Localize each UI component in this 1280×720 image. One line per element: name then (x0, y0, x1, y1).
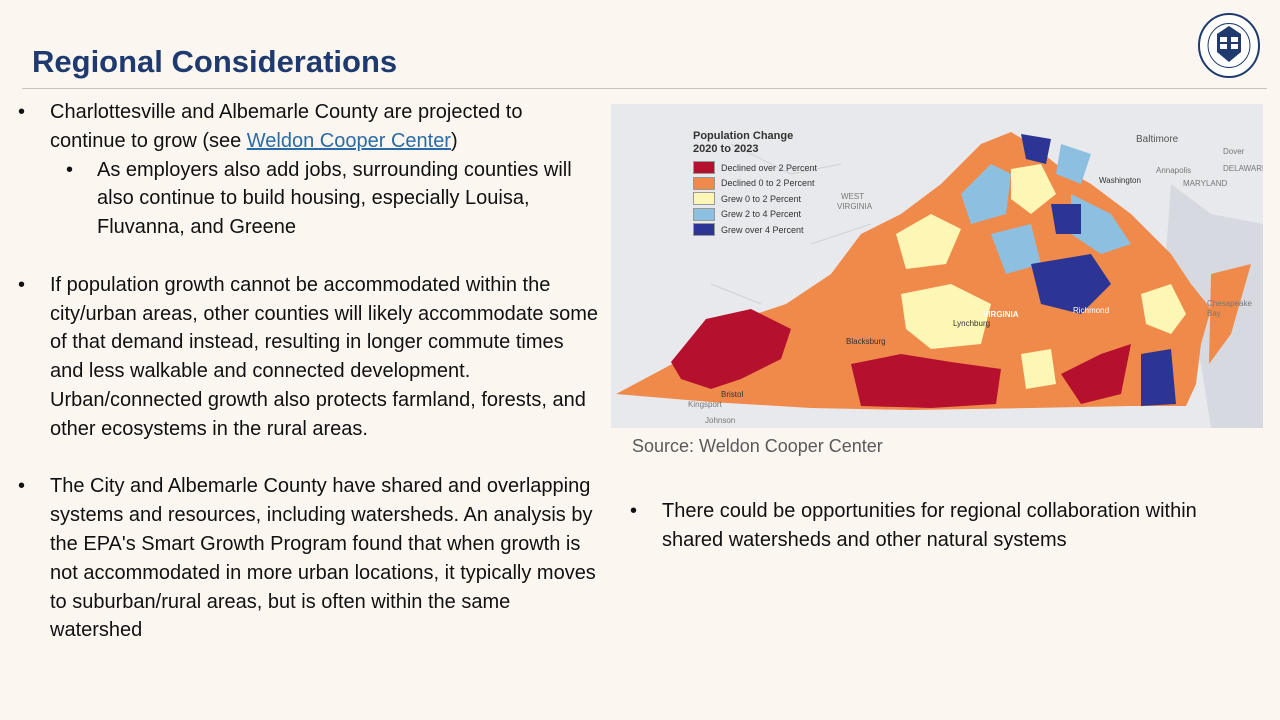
map-label-lynchburg: Lynchburg (953, 319, 991, 328)
legend-swatch (693, 223, 715, 237)
map-label-chesapeake-bay: Chesapeake Bay (1207, 299, 1252, 318)
sub-bullet-employers: • As employers also add jobs, surroundin… (0, 156, 610, 242)
map-label-bristol: Bristol (721, 390, 744, 399)
bullet-dot: • (66, 158, 74, 181)
map-label-dover: Dover (1223, 147, 1245, 156)
population-change-map: Population Change 2020 to 2023 Declined … (611, 104, 1263, 428)
legend-label: Declined 0 to 2 Percent (721, 178, 815, 189)
map-label-kingsport: Kingsport (688, 400, 722, 409)
legend-label: Grew over 4 Percent (721, 224, 804, 235)
map-label-johnson: Johnson (705, 416, 736, 425)
city-seal-logo (1198, 13, 1260, 78)
bullet-urban-growth-text: If population growth cannot be accommoda… (50, 273, 599, 440)
slide-title: Regional Considerations (32, 44, 398, 79)
bullet-regional-collaboration: • There could be opportunities for regio… (630, 497, 1240, 555)
legend-swatch (693, 207, 715, 221)
map-source-caption: Source: Weldon Cooper Center (632, 436, 883, 456)
legend-label: Grew 2 to 4 Percent (721, 209, 802, 220)
bullet-watersheds-text: The City and Albemarle County have share… (50, 475, 596, 642)
map-label-baltimore: Baltimore (1136, 134, 1179, 145)
bullet-watersheds: • The City and Albemarle County have sha… (0, 472, 610, 645)
bullet-dot: • (18, 475, 26, 498)
virginia-map-graphic (611, 104, 1263, 428)
map-label-maryland: MARYLAND (1183, 179, 1228, 188)
bullet-regional-collaboration-text: There could be opportunities for regiona… (662, 500, 1197, 551)
legend-swatch (693, 161, 715, 175)
legend-swatch (693, 176, 715, 190)
bullet-growth: • Charlottesville and Albemarle County a… (0, 98, 610, 156)
bullet-growth-close: ) (450, 129, 458, 152)
legend-label: Grew 0 to 2 Percent (721, 193, 802, 204)
legend-subtitle: 2020 to 2023 (693, 143, 759, 155)
legend-item: Grew 0 to 2 Percent (693, 191, 817, 207)
legend-item: Declined over 2 Percent (693, 160, 817, 176)
map-label-richmond: Richmond (1073, 306, 1110, 315)
legend-item: Grew over 4 Percent (693, 222, 817, 238)
map-label-virginia: VIRGINIA (983, 310, 1019, 319)
map-label-blacksburg: Blacksburg (846, 337, 886, 346)
title-divider (22, 88, 1267, 89)
weldon-cooper-link[interactable]: Weldon Cooper Center (246, 129, 451, 152)
map-label-washington: Washington (1099, 176, 1141, 185)
legend-item: Declined 0 to 2 Percent (693, 176, 817, 192)
map-label-delaware: DELAWARE (1223, 164, 1263, 173)
legend-label: Declined over 2 Percent (721, 162, 818, 173)
legend-title: Population Change (693, 130, 794, 142)
map-label-west-virginia: VIRGINIA (837, 202, 873, 211)
bullet-dot: • (18, 101, 26, 123)
bullet-dot: • (630, 500, 638, 522)
map-legend: Population Change 2020 to 2023 Declined … (693, 130, 817, 238)
bullet-growth-text: Charlottesville and Albemarle County are… (50, 101, 523, 152)
sub-bullet-employers-text: As employers also add jobs, surrounding … (97, 158, 572, 239)
map-label-west: WEST (841, 192, 865, 201)
map-label-annapolis: Annapolis (1156, 166, 1192, 175)
left-column: • Charlottesville and Albemarle County a… (0, 98, 610, 645)
bullet-dot: • (18, 273, 26, 296)
bullet-urban-growth: • If population growth cannot be accommo… (0, 271, 610, 444)
legend-item: Grew 2 to 4 Percent (693, 207, 817, 223)
legend-swatch (693, 192, 715, 206)
